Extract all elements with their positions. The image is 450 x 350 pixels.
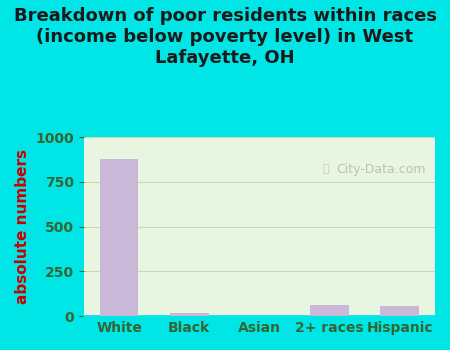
Text: City-Data.com: City-Data.com [337,163,426,176]
Bar [170,313,209,316]
Y-axis label: absolute numbers: absolute numbers [15,149,30,304]
Text: 🔍: 🔍 [323,164,329,174]
Bar [380,306,419,316]
Bar [310,304,349,316]
Text: Breakdown of poor residents within races
(income below poverty level) in West
La: Breakdown of poor residents within races… [14,7,436,66]
Bar [100,159,139,316]
